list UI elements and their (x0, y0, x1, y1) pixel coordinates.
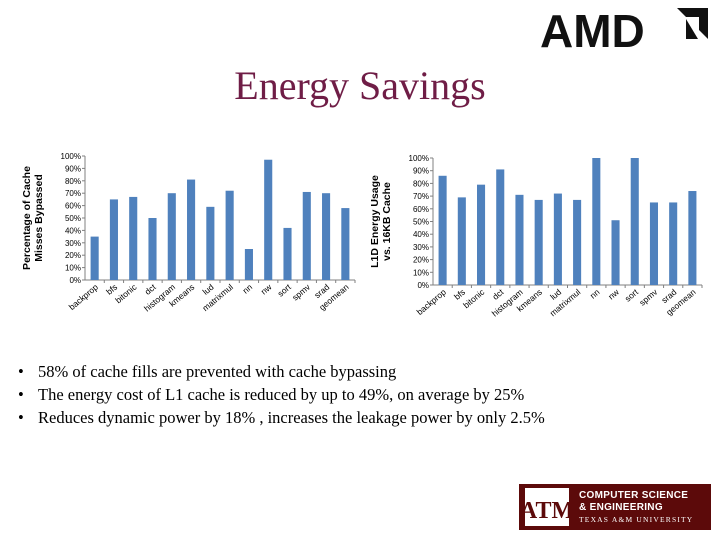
y-axis-title: Percentage of CacheMisses Bypassed (21, 166, 45, 270)
x-tick-label: bitonic (113, 281, 139, 305)
l1d-energy-chart: L1D Energy Usagevs. 16KB Cache 0% 10% 20% 30… (368, 140, 708, 340)
amd-logo: AMD (540, 5, 710, 57)
bar-lud (553, 193, 562, 285)
y-tick-label: 100% (61, 152, 81, 161)
bar-dct (148, 218, 157, 280)
atm-logo-text: ATM (525, 498, 569, 524)
y-axis-title-line: Misses Bypassed (33, 174, 45, 262)
y-tick-label: 0% (69, 276, 81, 285)
amd-logo-graphic: AMD (540, 5, 708, 57)
bar-kmeans (534, 199, 543, 285)
amd-arrow-icon-part (686, 19, 698, 39)
x-tick-label: spmv (637, 286, 660, 307)
y-tick-label: 30% (65, 239, 81, 248)
y-axis-title: L1D Energy Usagevs. 16KB Cache (369, 175, 393, 268)
bar-matrixmul (573, 199, 582, 285)
y-tick-label: 90% (413, 167, 429, 176)
y-tick-label: 50% (65, 214, 81, 223)
bullet-item: Reduces dynamic power by 18% , increases… (14, 406, 714, 429)
amd-logo-text: AMD (540, 6, 645, 52)
bar-nw (611, 220, 620, 285)
bar-backprop (90, 236, 99, 280)
bar-nn (592, 158, 601, 285)
cache-miss-bypass-chart-svg: Percentage of CacheMisses Bypassed 0% 10% 2… (21, 152, 356, 314)
y-tick-label: 40% (413, 230, 429, 239)
bar-sort (283, 227, 292, 280)
y-axis-title-line: vs. 16KB Cache (381, 182, 393, 261)
y-tick-label: 70% (413, 192, 429, 201)
bullet-item: 58% of cache fills are prevented with ca… (14, 360, 714, 383)
tamu-cse-logo: ATM COMPUTER SCIENCE & ENGINEERING TEXAS… (519, 484, 711, 530)
bar-bfs (109, 199, 118, 280)
x-tick-label: bitonic (461, 286, 487, 310)
slide-title: Energy Savings (234, 63, 486, 108)
bar-sort (630, 158, 639, 285)
y-tick-label: 10% (65, 264, 81, 273)
bar-bitonic (129, 196, 138, 280)
y-axis-title-line: Percentage of Cache (21, 166, 33, 270)
y-tick-label: 30% (413, 243, 429, 252)
y-tick-label: 20% (65, 251, 81, 260)
y-tick-label: 90% (65, 164, 81, 173)
y-tick-label: 20% (413, 256, 429, 265)
bar-backprop (438, 175, 447, 285)
atm-logo-icon: ATM (520, 488, 574, 526)
bar-spmv (649, 202, 658, 285)
bar-dct (496, 169, 505, 285)
bar-geomean (688, 191, 697, 285)
y-tick-label: 60% (413, 205, 429, 214)
atm-logo-graphic: ATM (520, 498, 574, 524)
tamu-line-univ: TEXAS A&M UNIVERSITY (579, 515, 694, 524)
y-axis-title-line: L1D Energy Usage (369, 175, 381, 268)
x-tick-label: backprop (67, 282, 100, 312)
bar-nn (244, 249, 253, 280)
y-tick-label: 80% (65, 177, 81, 186)
bar-srad (669, 202, 678, 285)
x-tick-label: nn (588, 287, 602, 301)
bar-matrixmul (225, 190, 234, 280)
l1d-energy-chart-svg: L1D Energy Usagevs. 16KB Cache 0% 10% 20% 30… (369, 154, 703, 319)
bar-geomean (341, 208, 350, 280)
y-tick-label: 70% (65, 189, 81, 198)
y-tick-label: 10% (413, 268, 429, 277)
bullet-item: The energy cost of L1 cache is reduced b… (14, 383, 714, 406)
cache-miss-bypass-chart: Percentage of CacheMisses Bypassed 0% 10% 2… (20, 140, 365, 340)
x-tick-label: nn (241, 282, 255, 296)
y-tick-label: 100% (409, 154, 429, 163)
bar-histogram (167, 193, 176, 280)
y-tick-label: 0% (417, 281, 429, 290)
x-tick-label: nw (606, 286, 621, 301)
x-tick-label: spmv (290, 281, 313, 302)
x-tick-label: nw (259, 281, 274, 296)
y-tick-label: 50% (413, 218, 429, 227)
bar-bitonic (477, 184, 486, 285)
x-tick-label: backprop (415, 287, 448, 317)
y-tick-label: 80% (413, 179, 429, 188)
y-tick-label: 60% (65, 202, 81, 211)
bullet-list: 58% of cache fills are prevented with ca… (14, 360, 714, 429)
bar-histogram (515, 194, 524, 285)
bar-bfs (457, 197, 466, 285)
y-tick-label: 40% (65, 226, 81, 235)
amd-arrow-icon (677, 8, 708, 39)
tamu-line-cs: COMPUTER SCIENCE (579, 490, 689, 501)
tamu-line-eng: & ENGINEERING (579, 502, 663, 513)
bar-nw (264, 159, 273, 280)
bar-kmeans (187, 179, 196, 280)
bar-lud (206, 206, 215, 280)
bar-srad (322, 193, 331, 280)
bar-spmv (302, 191, 311, 280)
